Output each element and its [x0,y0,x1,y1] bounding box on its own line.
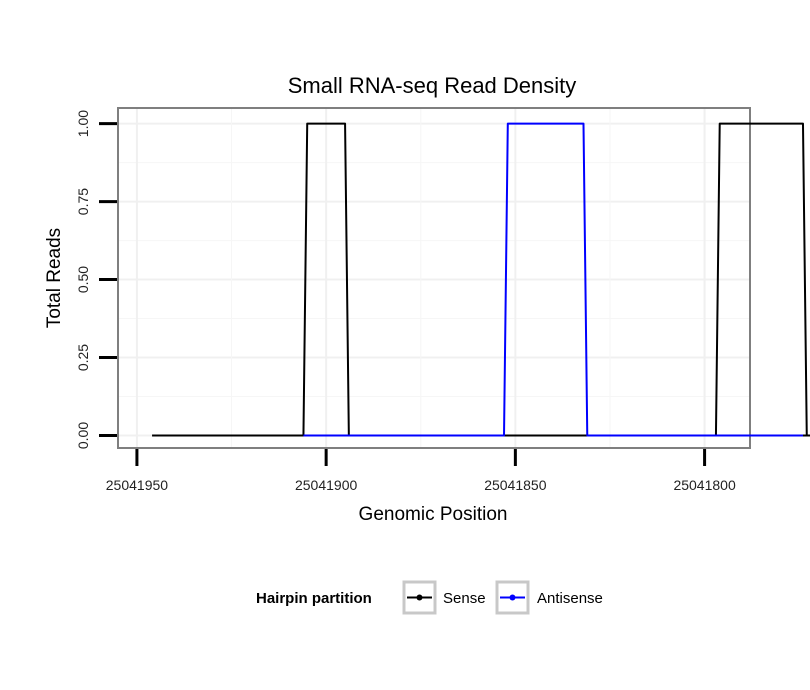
legend-marker-antisense [509,594,516,601]
y-tick-label-3: 0.75 [75,188,91,215]
series-line-antisense [303,122,803,437]
plot-panel [117,107,751,449]
legend-title: Hairpin partition [256,590,372,607]
y-axis-title: Total Reads [44,228,65,328]
y-tick-label-2: 0.50 [75,266,91,293]
x-tick-label-0: 25041950 [106,477,169,493]
y-tick-label-1: 0.25 [75,344,91,371]
y-tick-label-0: 0.00 [75,422,91,449]
legend-marker-sense [416,594,423,601]
legend-item-antisense: Antisense [495,580,603,615]
chart-title: Small RNA-seq Read Density [288,73,577,98]
grid-lines [119,109,749,447]
x-tick-label-2: 25041850 [484,477,547,493]
y-axis: 0.00 0.25 0.50 0.75 1.00 [75,110,117,449]
legend: Hairpin partition Sense Antisense [256,580,603,615]
x-tick-label-1: 25041900 [295,477,358,493]
legend-item-sense: Sense [402,580,486,615]
legend-label-sense: Sense [443,590,486,607]
y-tick-label-4: 1.00 [75,110,91,137]
legend-label-antisense: Antisense [537,590,603,607]
x-tick-label-3: 25041800 [673,477,736,493]
series-layer [152,122,810,437]
x-axis: 25041950 25041900 25041850 25041800 [106,449,736,493]
x-axis-title: Genomic Position [359,504,508,525]
series-line-sense [152,122,810,437]
